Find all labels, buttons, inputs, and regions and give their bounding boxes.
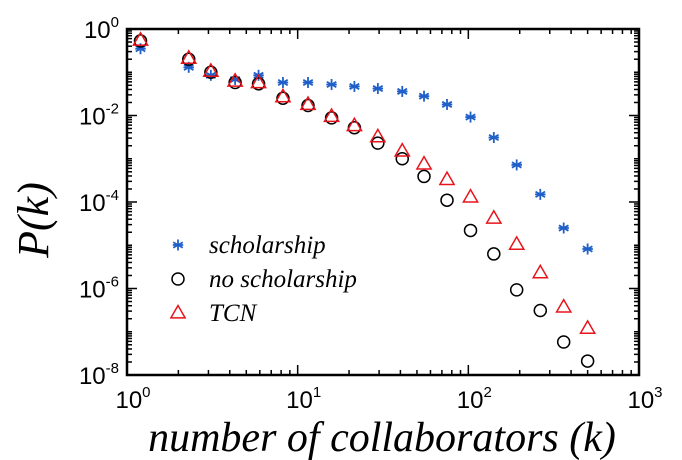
triangle-marker [345, 116, 363, 132]
x-tick-label: 101 [286, 384, 321, 414]
triangle-marker [369, 127, 387, 143]
triangle-marker [323, 107, 340, 123]
circle-marker [371, 136, 385, 150]
triangle-marker [250, 73, 267, 89]
axis-ticks [126, 29, 639, 376]
asterisk-marker [277, 76, 289, 88]
circle-marker [228, 75, 242, 90]
legend: scholarship no scholarship TCN [169, 232, 357, 327]
triangle-marker [226, 72, 244, 87]
x-tick-label: 103 [627, 384, 662, 414]
data-markers [132, 31, 597, 368]
asterisk-marker [397, 85, 408, 97]
legend-circle-marker [171, 272, 185, 286]
circle-marker [181, 52, 196, 66]
y-tick-label: 100 [84, 14, 119, 44]
triangle-marker [132, 31, 149, 46]
circle-marker [204, 65, 218, 79]
circle-marker [463, 223, 478, 238]
plot-frame [125, 27, 641, 377]
triangle-marker [485, 209, 503, 224]
axis-tick-labels: 100 101 102 103 100 10-2 10-4 10-6 10-8 [79, 14, 663, 414]
circle-marker [533, 303, 548, 318]
y-tick-label: 10-8 [79, 360, 119, 390]
triangle-marker [299, 95, 317, 111]
legend-asterisk-marker [172, 239, 184, 251]
asterisk-marker [582, 243, 593, 255]
asterisk-marker [372, 83, 384, 95]
triangle-marker [555, 298, 573, 313]
circle-marker [487, 247, 501, 261]
legend-label: scholarship [209, 232, 326, 259]
circle-marker [395, 152, 409, 166]
y-axis-label: P(k) [9, 182, 58, 259]
circle-marker [276, 91, 290, 106]
circle-marker [347, 121, 362, 135]
triangle-marker [462, 188, 479, 203]
triangle-marker [274, 87, 292, 103]
circle-marker [417, 169, 431, 184]
triangle-marker [508, 235, 526, 250]
asterisk-marker [511, 159, 522, 171]
y-tick-label: 10-4 [79, 187, 119, 217]
circle-marker [133, 34, 148, 48]
legend-triangle-marker [169, 303, 187, 319]
circle-marker [580, 354, 595, 368]
circle-marker [509, 283, 524, 297]
asterisk-marker [558, 222, 569, 234]
asterisk-marker [441, 98, 453, 110]
circle-marker [324, 111, 339, 125]
circle-marker [251, 77, 266, 91]
legend-label: TCN [209, 300, 258, 327]
triangle-marker [202, 62, 220, 77]
triangle-marker [438, 170, 456, 186]
triangle-marker [415, 155, 433, 170]
triangle-marker [393, 142, 411, 157]
asterisk-marker [349, 80, 360, 92]
asterisk-marker [465, 111, 476, 123]
y-tick-label: 10-2 [79, 101, 119, 131]
triangle-marker [180, 49, 198, 64]
x-tick-label: 100 [115, 384, 150, 414]
y-tick-label: 10-6 [79, 274, 119, 304]
x-axis-label: number of collaborators (k) [148, 415, 616, 460]
circle-marker [440, 193, 454, 207]
triangle-marker [579, 319, 597, 334]
legend-label: no scholarship [209, 266, 357, 293]
asterisk-marker [535, 188, 546, 200]
asterisk-marker [488, 131, 500, 143]
circle-marker [301, 98, 315, 113]
asterisk-marker [418, 90, 430, 102]
asterisk-marker [326, 79, 337, 91]
asterisk-marker [302, 76, 314, 88]
x-tick-label: 102 [457, 384, 492, 414]
circle-marker [556, 335, 571, 349]
triangle-marker [531, 263, 549, 279]
